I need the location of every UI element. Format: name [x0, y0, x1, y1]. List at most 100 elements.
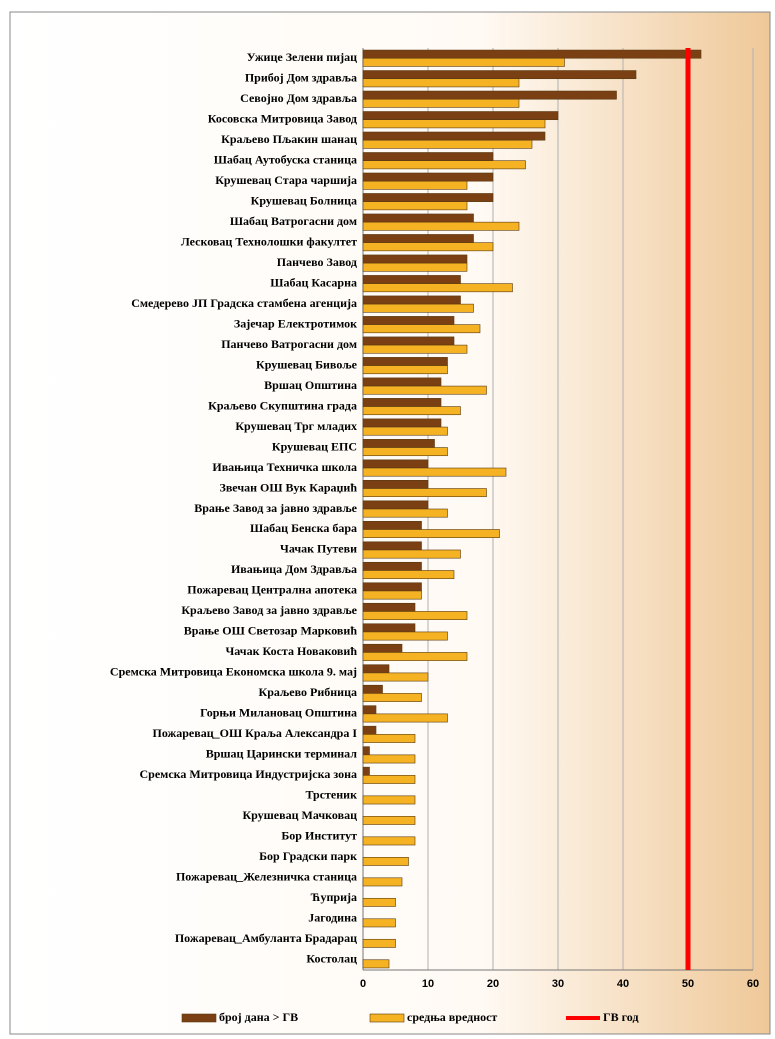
bar [362, 520, 422, 530]
y-tick-label: Шабац Касарна [270, 275, 357, 289]
bar [362, 78, 520, 88]
y-tick-label: Пожаревац_Железничка станица [176, 870, 357, 884]
y-tick-label: Чачак Путеви [280, 542, 357, 556]
y-tick-label: Прибој Дом здравља [245, 70, 357, 84]
bar [362, 857, 409, 866]
bar [362, 234, 474, 243]
y-tick-label: Панчево Завод [277, 255, 357, 269]
x-tick-label: 40 [617, 978, 629, 990]
bar [362, 57, 565, 67]
bar [362, 254, 468, 264]
bar [362, 623, 416, 633]
bar [362, 816, 416, 825]
bar [362, 746, 370, 756]
x-tick-label: 10 [422, 978, 434, 990]
bar [362, 725, 377, 735]
bar [362, 590, 422, 600]
y-tick-label: Краљево Рибница [259, 685, 357, 699]
bar [362, 439, 435, 448]
bar [362, 90, 617, 100]
bar [362, 754, 416, 764]
bar [362, 275, 461, 284]
y-tick-label: Јагодина [308, 911, 357, 925]
bar [362, 398, 442, 407]
bar [362, 734, 416, 743]
bar [362, 201, 468, 211]
legend-swatch [181, 1013, 217, 1023]
y-tick-label: Зајечар Електротимок [234, 316, 357, 330]
bar [362, 459, 429, 469]
bar [362, 918, 396, 928]
bar [362, 549, 461, 559]
bar [362, 406, 461, 416]
bar [362, 775, 416, 784]
y-tick-label: Краљево Пљакин шанац [221, 132, 357, 146]
bar [362, 602, 416, 612]
x-tick-label: 60 [747, 978, 759, 990]
y-tick-label: Крушевац Стара чаршија [215, 173, 357, 187]
y-tick-label: Лесковац Технолошки факултет [181, 234, 357, 248]
y-tick-label: Ивањица Техничка школа [212, 460, 357, 474]
y-tick-label: Крушевац Мачковац [242, 808, 357, 822]
bar [362, 447, 448, 457]
x-tick-label: 0 [360, 978, 366, 990]
bar [362, 357, 448, 366]
bar [362, 119, 546, 129]
y-tick-label: Пожаревац Централна апотека [187, 583, 357, 597]
y-tick-label: Смедерево ЈП Градска стамбена агенција [131, 296, 357, 310]
bar [362, 897, 396, 907]
y-tick-label: Шабац Бенска бара [250, 521, 357, 535]
bar [362, 684, 383, 694]
bar [362, 111, 559, 121]
bar [362, 316, 455, 325]
bar [362, 152, 494, 161]
bar [362, 70, 637, 80]
y-tick-label: Шабац Ватрогасни дом [230, 214, 357, 228]
y-tick-label: Краљево Завод за јавно здравље [181, 603, 357, 617]
legend-swatch [369, 1013, 405, 1023]
bar [362, 488, 487, 498]
bar [362, 795, 416, 805]
bar [362, 295, 461, 305]
bar [362, 611, 468, 620]
bar [362, 705, 377, 715]
legend-label: ГВ год [603, 1010, 639, 1024]
y-tick-label: Пожаревац_Амбуланта Брадарац [175, 931, 357, 945]
y-tick-label: Бор Институт [281, 829, 357, 843]
bar [362, 242, 494, 252]
y-tick-label: Крушевац Бивоље [256, 357, 358, 371]
bar [362, 344, 468, 354]
y-tick-label: Звечан ОШ Вук Караџић [219, 480, 357, 494]
y-tick-label: Вршац Општина [264, 378, 357, 392]
bar [362, 418, 442, 428]
y-tick-label: Косовска Митровица Завод [208, 111, 357, 125]
bar [362, 631, 448, 641]
y-tick-label: Вршац Царински терминал [206, 747, 358, 761]
x-tick-label: 50 [682, 978, 694, 990]
y-tick-label: Крушевац Болница [251, 193, 357, 207]
bar [362, 529, 500, 538]
bar [362, 664, 390, 674]
bar [362, 766, 370, 776]
legend-label: број дана > ГВ [219, 1010, 298, 1024]
bar [362, 938, 396, 948]
y-tick-label: Севојно Дом здравља [240, 91, 357, 105]
bar [362, 172, 494, 182]
y-tick-label: Горњи Милановац Општина [200, 706, 357, 720]
bar [362, 336, 455, 346]
bar [362, 561, 422, 571]
bar [362, 480, 429, 489]
y-tick-label: Ћуприја [310, 890, 357, 904]
bar [362, 180, 468, 190]
y-tick-label: Ужице Зелени пијац [247, 50, 357, 64]
bar [362, 959, 390, 969]
bar [362, 324, 481, 334]
y-tick-label: Сремска Митровица Економска школа 9. мај [110, 665, 357, 679]
bar [362, 467, 507, 477]
y-tick-label: Ивањица Дом Здравља [231, 562, 357, 576]
bar [362, 365, 448, 375]
y-tick-label: Сремска Митровица Индустријска зона [140, 767, 358, 781]
y-tick-label: Крушевац ЕПС [272, 439, 357, 453]
y-tick-label: Чачак Коста Новаковић [225, 644, 357, 658]
